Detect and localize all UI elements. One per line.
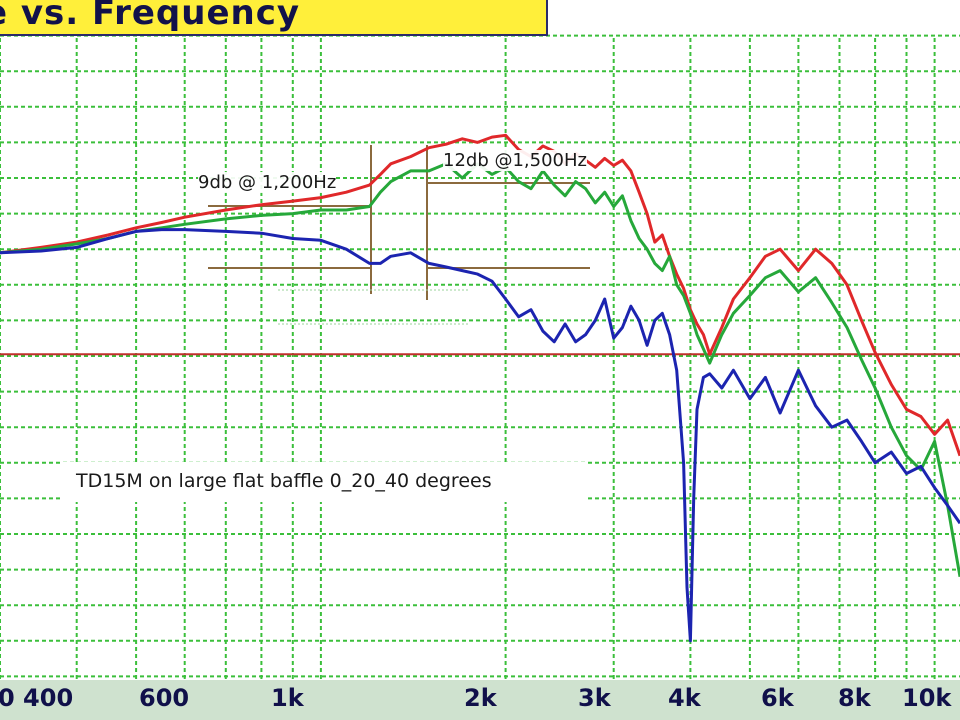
chart-title-banner: e vs. Frequency bbox=[0, 0, 548, 36]
x-tick-label: 8k bbox=[838, 684, 871, 712]
chart-title: e vs. Frequency bbox=[0, 0, 301, 33]
x-tick-label: 0 400 bbox=[0, 684, 74, 712]
x-tick-label: 6k bbox=[761, 684, 794, 712]
plot-grid bbox=[0, 34, 960, 680]
x-tick-label: 3k bbox=[578, 684, 611, 712]
series-lines bbox=[0, 133, 960, 643]
series-line-2 bbox=[0, 228, 960, 643]
x-tick-label: 600 bbox=[139, 684, 190, 712]
caption-box: TD15M on large flat baffle 0_20_40 degre… bbox=[62, 462, 586, 502]
chart-caption: TD15M on large flat baffle 0_20_40 degre… bbox=[76, 470, 492, 492]
x-tick-label: 10k bbox=[902, 684, 952, 712]
series-line-1 bbox=[0, 162, 960, 577]
annotation-12db-1500hz: 12db @1,500Hz bbox=[443, 150, 587, 171]
annotation-9db-1200hz: 9db @ 1,200Hz bbox=[198, 172, 337, 193]
x-tick-label: 1k bbox=[271, 684, 304, 712]
x-axis-band bbox=[0, 680, 960, 720]
x-tick-label: 2k bbox=[464, 684, 497, 712]
series-line-0 bbox=[0, 133, 960, 457]
x-tick-label: 4k bbox=[668, 684, 701, 712]
